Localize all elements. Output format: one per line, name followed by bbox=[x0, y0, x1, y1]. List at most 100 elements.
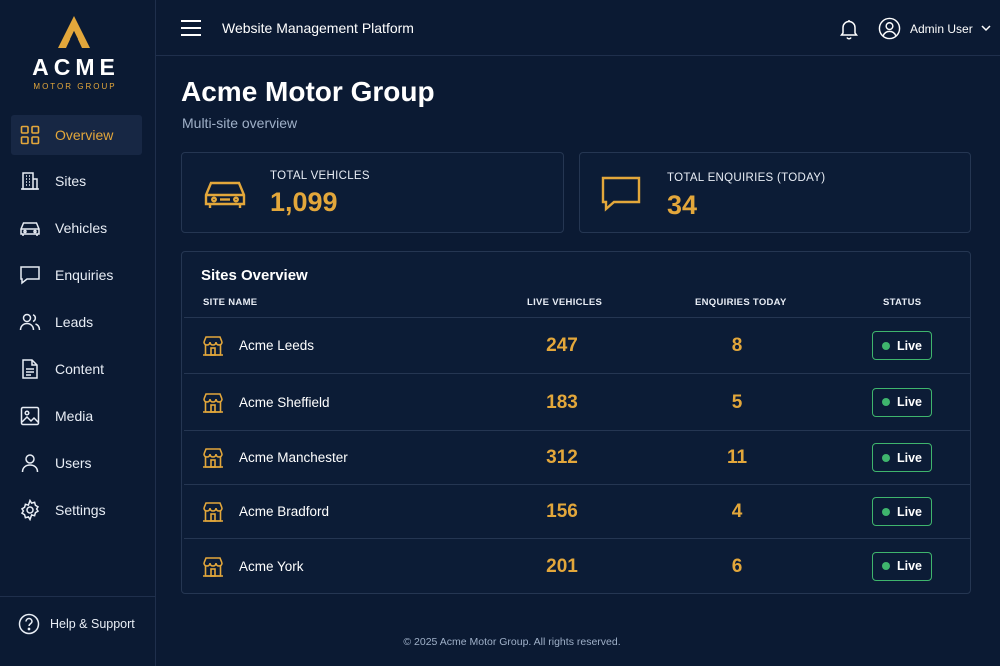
status-text: Live bbox=[896, 338, 922, 353]
page-title: Acme Motor Group bbox=[181, 76, 435, 107]
sites-overview-table: Sites Overview SITE NAME LIVE VEHICLES E… bbox=[181, 251, 971, 594]
store-icon bbox=[202, 447, 224, 474]
table-row[interactable]: Acme Sheffield 183 5 Live bbox=[184, 373, 970, 430]
stat-value: 34 bbox=[667, 190, 698, 220]
enquiries-today-count: 11 bbox=[726, 447, 748, 468]
status-dot-icon bbox=[881, 562, 890, 570]
sidebar-item-leads[interactable]: Leads bbox=[11, 302, 142, 342]
status-badge: Live bbox=[872, 331, 932, 360]
chat-icon bbox=[19, 264, 41, 286]
site-name: Acme Leeds bbox=[239, 338, 315, 353]
user-menu[interactable]: Admin User bbox=[878, 17, 991, 40]
status-badge: Live bbox=[872, 387, 932, 417]
sidebar-item-label: Leads bbox=[55, 314, 94, 330]
site-name: Acme Manchester bbox=[239, 450, 348, 465]
bell-icon[interactable] bbox=[838, 18, 860, 40]
live-vehicles-count: 156 bbox=[546, 501, 578, 522]
page-subtitle: Multi-site overview bbox=[182, 115, 298, 131]
image-icon bbox=[19, 405, 41, 427]
stat-label: TOTAL ENQUIRIES (TODAY) bbox=[667, 172, 826, 184]
live-vehicles-count: 183 bbox=[546, 391, 578, 413]
sidebar-item-content[interactable]: Content bbox=[11, 349, 142, 389]
platform-title: Website Management Platform bbox=[222, 20, 414, 36]
help-support-label: Help & Support bbox=[50, 617, 135, 631]
column-header-site-name: SITE NAME bbox=[203, 297, 258, 308]
stat-value: 1,099 bbox=[270, 187, 338, 217]
help-support-link[interactable]: Help & Support bbox=[18, 613, 135, 635]
enquiries-today-count: 4 bbox=[731, 501, 743, 522]
status-text: Live bbox=[896, 450, 922, 465]
sidebar-item-label: Enquiries bbox=[55, 267, 114, 283]
column-header-enquiries-today: ENQUIRIES TODAY bbox=[695, 297, 787, 308]
table-title: Sites Overview bbox=[201, 267, 308, 284]
sidebar-item-label: Content bbox=[55, 361, 105, 377]
status-dot-icon bbox=[881, 398, 890, 406]
sidebar-item-overview[interactable]: Overview bbox=[11, 115, 142, 155]
chevron-down-icon bbox=[981, 25, 991, 32]
status-dot-icon bbox=[881, 341, 890, 350]
store-icon bbox=[202, 335, 224, 362]
sidebar-item-vehicles[interactable]: Vehicles bbox=[11, 208, 142, 248]
status-dot-icon bbox=[881, 507, 890, 516]
sidebar-item-label: Overview bbox=[55, 127, 114, 143]
enquiries-today-count: 5 bbox=[731, 391, 743, 413]
car-icon bbox=[19, 217, 41, 239]
live-vehicles-count: 312 bbox=[546, 447, 578, 468]
status-badge: Live bbox=[872, 497, 932, 526]
help-section: Help & Support bbox=[0, 596, 156, 666]
sidebar-item-label: Users bbox=[55, 455, 92, 471]
table-row[interactable]: Acme Manchester 312 11 Live bbox=[184, 430, 970, 484]
status-badge: Live bbox=[872, 443, 932, 472]
sidebar-item-settings[interactable]: Settings bbox=[11, 490, 142, 530]
table-row[interactable]: Acme York 201 6 Live bbox=[184, 538, 970, 593]
brand-logo[interactable]: ACME MOTOR GROUP bbox=[0, 14, 148, 91]
store-icon bbox=[202, 556, 224, 583]
table-row[interactable]: Acme Bradford 156 4 Live bbox=[184, 484, 970, 538]
chat-icon bbox=[601, 176, 641, 212]
sidebar-item-label: Vehicles bbox=[55, 220, 108, 236]
sidebar: ACME MOTOR GROUP Overview Sites bbox=[0, 0, 156, 666]
column-header-live-vehicles: LIVE VEHICLES bbox=[527, 297, 603, 308]
status-dot-icon bbox=[881, 453, 890, 462]
stat-card-total-enquiries: TOTAL ENQUIRIES (TODAY) 34 bbox=[579, 152, 971, 233]
grid-icon bbox=[19, 124, 41, 146]
status-text: Live bbox=[896, 559, 922, 573]
column-header-status: STATUS bbox=[883, 297, 922, 308]
logo-mark-icon bbox=[58, 16, 90, 48]
site-name: Acme Bradford bbox=[239, 504, 330, 519]
brand-name: ACME bbox=[32, 54, 120, 80]
building-icon bbox=[19, 170, 41, 192]
users-icon bbox=[19, 311, 41, 333]
sidebar-item-label: Media bbox=[55, 408, 94, 424]
site-name: Acme York bbox=[239, 558, 304, 574]
live-vehicles-count: 201 bbox=[546, 555, 578, 577]
gear-icon bbox=[19, 499, 41, 521]
sidebar-item-enquiries[interactable]: Enquiries bbox=[11, 255, 142, 295]
status-text: Live bbox=[896, 395, 922, 409]
status-text: Live bbox=[896, 504, 922, 519]
sidebar-item-label: Sites bbox=[55, 173, 87, 189]
brand-tagline: MOTOR GROUP bbox=[33, 82, 117, 91]
store-icon bbox=[202, 392, 224, 419]
user-icon bbox=[19, 452, 41, 474]
hamburger-menu-icon[interactable] bbox=[180, 19, 202, 37]
enquiries-today-count: 6 bbox=[731, 555, 743, 577]
document-icon bbox=[19, 358, 41, 380]
sidebar-item-label: Settings bbox=[55, 502, 106, 518]
live-vehicles-count: 247 bbox=[546, 335, 578, 356]
help-icon bbox=[18, 613, 40, 635]
user-name: Admin User bbox=[910, 21, 973, 36]
sidebar-item-users[interactable]: Users bbox=[11, 443, 142, 483]
footer-copyright: © 2025 Acme Motor Group. All rights rese… bbox=[403, 636, 621, 648]
stat-label: TOTAL VEHICLES bbox=[270, 170, 370, 182]
car-icon bbox=[204, 181, 246, 208]
table-row[interactable]: Acme Leeds 247 8 Live bbox=[184, 317, 970, 373]
site-name: Acme Sheffield bbox=[239, 394, 330, 410]
store-icon bbox=[202, 501, 224, 528]
status-badge: Live bbox=[872, 551, 932, 581]
top-bar: Website Management Platform Admin User bbox=[156, 0, 1000, 56]
enquiries-today-count: 8 bbox=[731, 335, 743, 356]
sidebar-item-sites[interactable]: Sites bbox=[11, 161, 142, 201]
user-avatar-icon bbox=[878, 17, 901, 40]
sidebar-item-media[interactable]: Media bbox=[11, 396, 142, 436]
